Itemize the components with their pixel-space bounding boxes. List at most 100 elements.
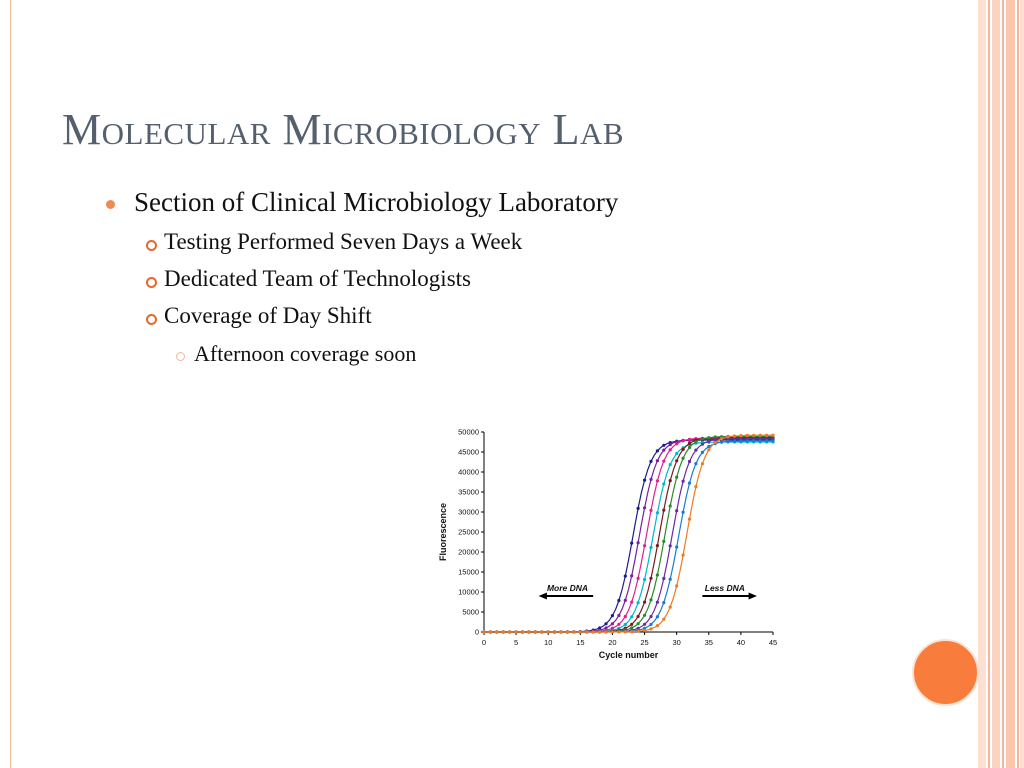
series-point [662,508,666,512]
series-point [630,626,634,630]
series-point [694,440,698,444]
series-point [630,541,634,545]
y-tick-label: 30000 [458,508,479,517]
series-point [694,448,698,452]
series-point [713,440,717,445]
series-point [655,615,659,619]
series-point [655,600,659,604]
series-point [636,601,640,605]
series-point [604,630,608,634]
y-tick-label: 40000 [458,468,479,477]
series-line [484,437,773,633]
more-dna-arrowhead [538,592,547,600]
series-point [745,439,749,443]
series-point [745,436,749,440]
series-point [687,459,692,464]
series-point [649,622,653,626]
series-point [707,444,711,449]
series-point [604,622,608,626]
series-point [655,459,659,463]
series-point [687,441,692,445]
series-point [655,573,659,577]
series-point [681,447,685,451]
series-point [501,630,505,634]
series-point [720,437,724,441]
series-point [675,545,679,549]
series-point [662,617,666,621]
series-point [765,436,769,440]
series-point [720,440,724,444]
x-tick-label: 30 [672,638,680,647]
series-point [553,630,557,634]
series-point [668,443,672,447]
series-point [643,600,647,604]
series-point [675,509,679,513]
series-point [668,448,672,452]
series-point [739,436,743,441]
series-point [643,506,647,510]
x-tick-label: 45 [769,638,777,647]
y-tick-label: 10000 [458,588,479,597]
series-point [668,479,672,483]
series-line [484,437,773,633]
y-tick-label: 0 [475,628,479,637]
series-point [726,435,730,439]
series-point [617,630,621,634]
series-point [694,462,698,466]
series-point [745,433,749,437]
series-point [687,481,692,485]
series-point [681,439,685,443]
bullet-dot-icon [106,200,115,209]
y-tick-label: 20000 [458,548,479,557]
series-point [636,622,640,626]
series-point [649,598,653,602]
series-point [623,598,627,602]
series-line [484,440,773,633]
series-point [630,574,634,578]
series-point [732,436,737,441]
series-point [752,433,756,437]
series-point [636,541,640,545]
bullet-item: Dedicated Team of Technologists [164,266,471,291]
series-point [649,614,653,619]
series-point [540,630,544,634]
series-point [739,439,743,443]
series-line [484,434,773,633]
y-tick-label: 45000 [458,448,479,457]
series-point [636,614,640,619]
series-point [643,577,647,582]
series-point [662,459,666,463]
series-point [700,442,704,446]
x-tick-label: 35 [705,638,713,647]
bullet-item: Coverage of Day Shift [164,303,372,328]
left-border [0,0,11,768]
series-point [662,539,666,543]
series-point [694,485,698,489]
series-point [739,434,743,438]
series-point [598,630,602,634]
series-point [758,436,762,440]
series-point [655,479,659,483]
x-tick-label: 10 [544,638,552,647]
series-point [681,456,685,460]
series-point [649,508,653,512]
y-tick-label: 50000 [458,428,479,437]
series-point [630,622,634,626]
series-point [655,449,659,453]
bullet-item: Section of Clinical Microbiology Laborat… [134,187,619,217]
series-point [643,628,647,633]
series-point [520,630,525,634]
series-point [655,544,659,548]
series-point [623,622,627,627]
series-point [707,448,711,452]
series-point [585,630,589,634]
series-point [623,574,627,578]
series-line [484,437,773,633]
series-point [668,577,672,581]
y-tick-label: 5000 [462,608,479,617]
series-point [707,436,711,440]
y-tick-label: 35000 [458,488,479,497]
series-point [482,630,486,634]
series-line [484,435,773,633]
series-point [572,630,576,634]
